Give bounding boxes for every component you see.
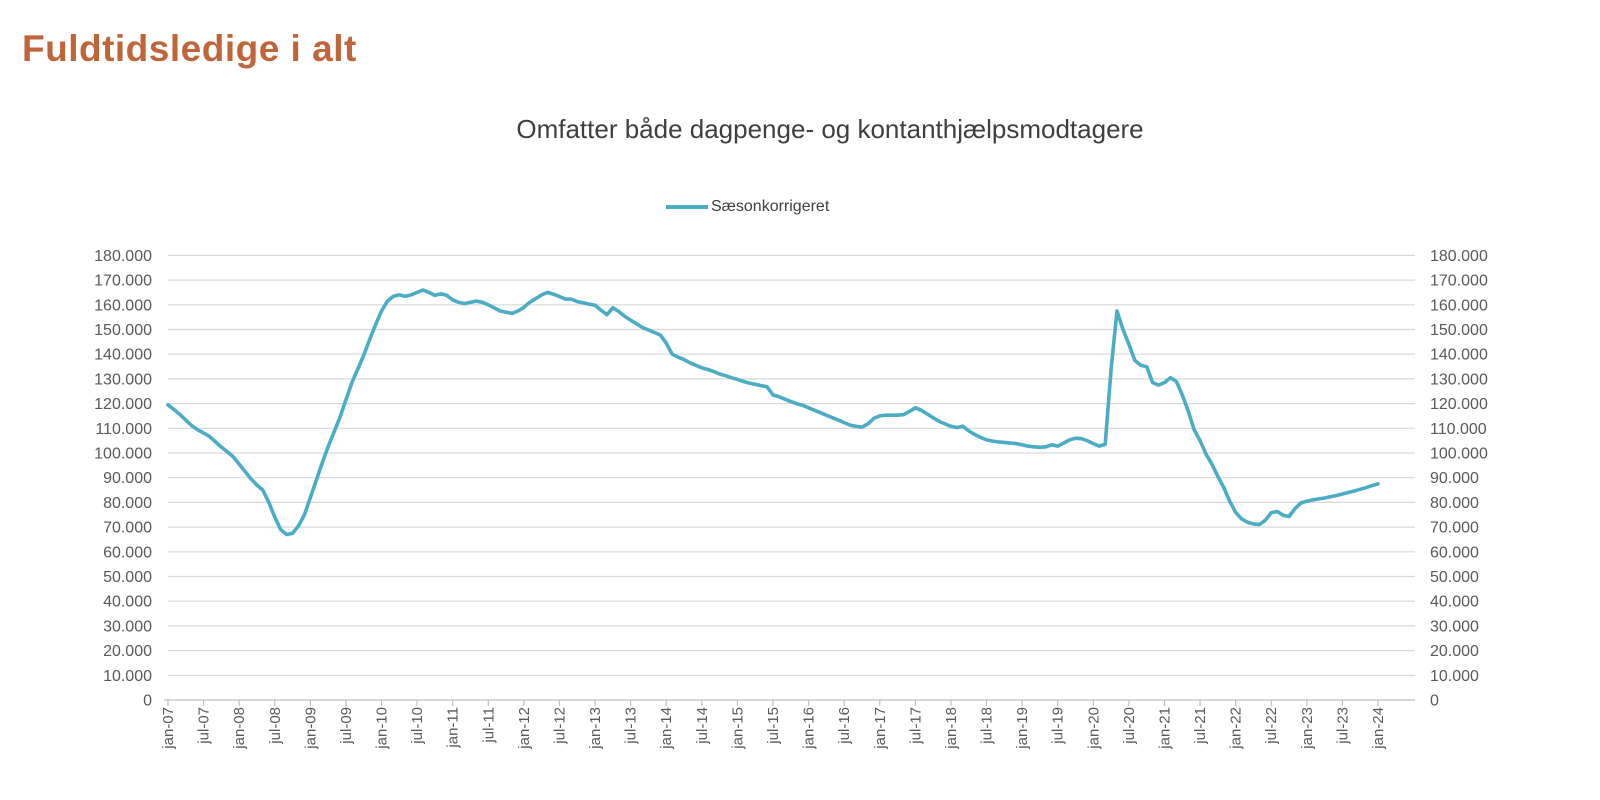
y-axis-label-right: 10.000 (1430, 668, 1479, 685)
y-axis-label-right: 30.000 (1430, 618, 1479, 635)
y-axis-label-left: 90.000 (103, 470, 152, 487)
x-axis-label: jan-11 (445, 707, 462, 749)
y-axis-label-right: 160.000 (1430, 297, 1488, 314)
y-axis-label-left: 160.000 (94, 297, 152, 314)
x-axis-label: jan-13 (587, 707, 604, 750)
x-axis-label: jul-23 (1334, 707, 1351, 745)
y-axis-label-left: 30.000 (103, 618, 152, 635)
y-axis-label-right: 40.000 (1430, 594, 1479, 611)
y-axis-label-right: 70.000 (1430, 520, 1479, 537)
y-axis-label-left: 130.000 (94, 371, 152, 388)
y-axis-label-left: 180.000 (94, 248, 152, 265)
y-axis-label-left: 0 (143, 693, 152, 710)
x-axis-label: jul-20 (1121, 707, 1138, 745)
x-axis-label: jul-10 (409, 707, 426, 745)
y-axis-label-right: 180.000 (1430, 248, 1488, 265)
x-axis-label: jul-13 (623, 707, 640, 745)
y-axis-label-left: 20.000 (103, 643, 152, 660)
legend-label: Sæsonkorrigeret (711, 198, 830, 215)
x-axis-label: jan-19 (1014, 707, 1031, 750)
y-axis-label-left: 100.000 (94, 446, 152, 463)
y-axis-label-left: 60.000 (103, 544, 152, 561)
y-axis-label-right: 130.000 (1430, 371, 1488, 388)
x-axis-label: jan-24 (1370, 707, 1387, 750)
y-axis-label-right: 0 (1430, 693, 1439, 710)
x-axis-label: jan-07 (160, 707, 177, 750)
x-axis-label: jan-09 (302, 707, 319, 750)
x-axis-label: jul-18 (979, 707, 996, 745)
x-axis-label: jan-10 (374, 707, 391, 750)
x-axis-label: jul-19 (1050, 707, 1067, 745)
x-axis-label: jan-22 (1228, 707, 1245, 750)
y-axis-label-left: 110.000 (95, 421, 152, 438)
y-axis-label-left: 170.000 (94, 273, 152, 290)
y-axis-label-right: 20.000 (1430, 643, 1479, 660)
x-axis-label: jan-23 (1299, 707, 1316, 750)
y-axis-label-right: 100.000 (1430, 446, 1488, 463)
y-axis-label-right: 140.000 (1430, 347, 1488, 364)
x-axis-label: jul-08 (267, 707, 284, 745)
y-axis-label-left: 50.000 (103, 569, 152, 586)
y-axis-label-left: 40.000 (103, 594, 152, 611)
x-axis-label: jul-15 (765, 707, 782, 745)
y-axis-label-right: 170.000 (1430, 273, 1488, 290)
x-axis-label: jul-14 (694, 707, 711, 745)
x-axis-label: jul-12 (551, 707, 568, 745)
y-axis-label-left: 80.000 (103, 495, 152, 512)
y-axis-label-left: 10.000 (103, 668, 152, 685)
y-axis-label-left: 120.000 (94, 396, 152, 413)
x-axis-label: jan-14 (658, 707, 675, 750)
y-axis-label-right: 120.000 (1430, 396, 1488, 413)
x-axis-label: jul-21 (1192, 707, 1209, 745)
x-axis-label: jan-18 (943, 707, 960, 750)
y-axis-label-right: 50.000 (1430, 569, 1479, 586)
y-axis-label-left: 150.000 (94, 322, 152, 339)
x-axis-label: jan-15 (729, 707, 746, 750)
x-axis-label: jan-12 (516, 707, 533, 750)
y-axis-label-right: 150.000 (1430, 322, 1488, 339)
x-axis-label: jul-16 (836, 707, 853, 745)
legend-item-seasonally-adjusted[interactable]: Sæsonkorrigeret (666, 198, 829, 216)
y-axis-label-left: 70.000 (103, 520, 152, 537)
y-axis-label-right: 110.000 (1430, 421, 1487, 438)
series-line-seasonally-adjusted (166, 288, 1380, 537)
y-axis-label-right: 80.000 (1430, 495, 1479, 512)
x-axis-label: jan-17 (872, 707, 889, 750)
x-axis-label: jul-07 (196, 707, 213, 745)
x-axis-label: jan-08 (231, 707, 248, 750)
x-axis-label: jul-22 (1263, 707, 1280, 745)
x-axis-label: jan-16 (801, 707, 818, 750)
y-axis-label-right: 90.000 (1430, 470, 1479, 487)
page-title: Fuldtidsledige i alt (22, 28, 357, 69)
legend-line-swatch-icon (666, 205, 708, 209)
x-axis-label: jul-17 (907, 707, 924, 745)
x-axis-label: jul-11 (480, 707, 497, 744)
y-axis-label-left: 140.000 (94, 347, 152, 364)
x-axis-label: jan-21 (1156, 707, 1173, 750)
x-axis-label: jul-09 (338, 707, 355, 745)
y-axis-label-right: 60.000 (1430, 544, 1479, 561)
x-axis-label: jan-20 (1085, 707, 1102, 750)
chart-title: Omfatter både dagpenge- og kontanthjælps… (516, 114, 1144, 144)
